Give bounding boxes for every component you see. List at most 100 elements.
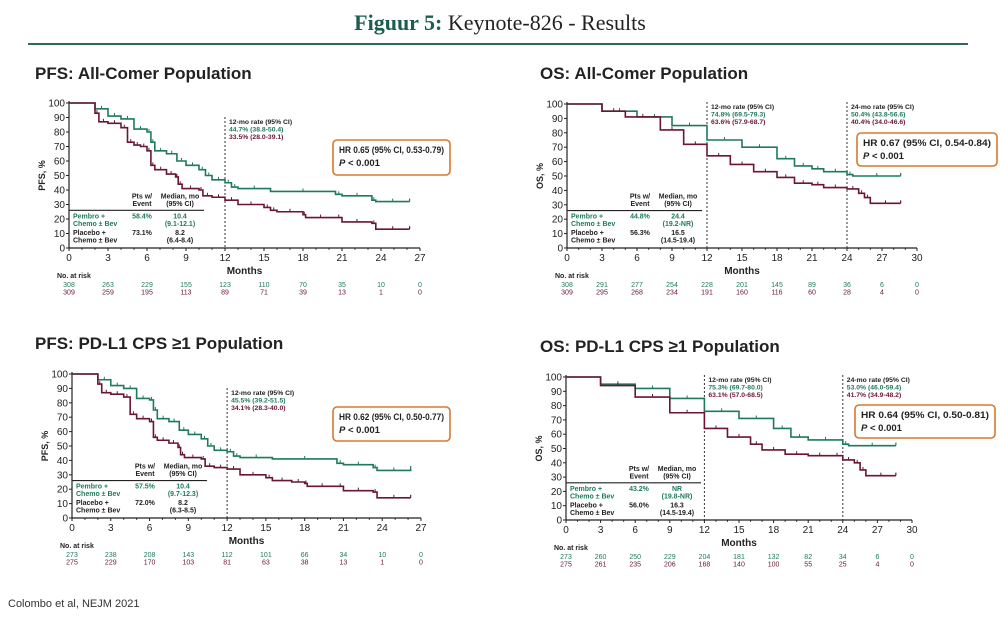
table-arm-label: Pembro + [571,214,603,221]
p-value-label: P [863,151,870,162]
x-tick-label: 24 [375,253,387,264]
risk-table-value-placebo: 295 [596,290,608,297]
risk-table-value-pembro: 0 [910,554,914,561]
y-tick-label: 60 [551,430,563,441]
risk-table-value-placebo: 13 [338,290,346,297]
table-pct-event: 58.4% [132,213,153,220]
table-arm-label: Pembro + [76,484,108,491]
x-tick-label: 21 [803,525,815,536]
table-arm-label: Chemo ± Bev [571,238,615,245]
x-axis-label: Months [721,538,757,549]
y-tick-label: 0 [59,244,65,255]
y-tick-label: 10 [551,501,563,512]
figure-title: Figuur 5: Keynote-826 - Results [0,10,1000,36]
x-tick-label: 21 [806,253,818,264]
risk-table-value-placebo: 89 [221,290,229,297]
risk-table-value-pembro: 277 [631,282,643,289]
risk-table-value-placebo: 28 [843,290,851,297]
risk-table-value-pembro: 110 [258,282,269,289]
figure-number: Figuur 5: [354,10,443,35]
risk-table-value-placebo: 0 [418,290,422,297]
table-header-median: Median, mo [659,194,698,201]
y-tick-label: 20 [551,487,563,498]
y-axis-label: PFS, % [37,160,47,191]
y-tick-label: 70 [551,415,563,426]
y-tick-label: 50 [552,172,564,183]
x-tick-label: 27 [415,523,427,534]
x-tick-label: 9 [667,525,673,536]
risk-table-value-placebo: 261 [595,562,607,569]
x-tick-label: 15 [258,253,270,264]
risk-table-value-placebo: 25 [839,562,847,569]
y-tick-label: 80 [551,401,563,412]
table-header-pts-event: Event [629,473,649,480]
x-tick-label: 0 [66,253,72,264]
y-tick-label: 90 [552,114,564,125]
table-median-ci: (19.8-NR) [662,493,693,500]
x-tick-label: 27 [414,253,426,264]
km-curve-placebo [72,373,411,499]
hazard-ratio-text: HR 0.62 (95% CI, 0.50-0.77) [339,412,444,423]
y-tick-label: 30 [54,200,66,211]
x-tick-label: 24 [837,525,849,536]
y-tick-label: 80 [54,128,66,139]
km-curve-placebo [567,103,901,205]
x-tick-label: 12 [219,253,231,264]
risk-table-value-pembro: 132 [768,554,780,561]
table-arm-label: Chemo ± Bev [570,510,614,517]
risk-table-value-placebo: 0 [419,560,423,567]
risk-table-value-pembro: 0 [418,282,422,289]
x-tick-label: 24 [841,253,853,264]
table-header-median: Median, mo [164,464,203,471]
risk-table-value-placebo: 140 [733,562,745,569]
x-tick-label: 9 [183,253,189,264]
risk-table-value-placebo: 206 [664,562,676,569]
x-tick-label: 0 [564,253,570,264]
risk-table-value-pembro: 201 [736,282,748,289]
x-axis-label: Months [724,266,760,277]
y-tick-label: 100 [546,100,563,111]
hazard-ratio-text: HR 0.67 (95% CI, 0.54-0.84) [863,138,991,149]
hazard-ratio-box [332,139,451,176]
p-value-text: P < 0.001 [339,425,381,436]
chart-title: PFS: PD-L1 CPS ≥1 Population [35,334,283,353]
landmark-rate-header: 24-mo rate (95% CI) [847,377,910,384]
landmark-rate-header: 12-mo rate (95% CI) [711,104,774,111]
risk-table-value-pembro: 308 [561,282,573,289]
x-tick-label: 0 [563,525,569,536]
table-pct-event: 73.1% [132,230,153,237]
y-tick-label: 40 [551,458,563,469]
hazard-ratio-box [332,406,451,442]
x-axis-label: Months [229,536,265,547]
table-median: 10.4 [173,213,187,220]
table-median-ci: (9.1-12.1) [165,221,195,228]
x-tick-label: 3 [105,253,111,264]
table-arm-label: Chemo ± Bev [571,221,615,228]
y-tick-label: 60 [54,157,66,168]
risk-table-value-pembro: 273 [560,554,572,561]
risk-table-value-placebo: 275 [560,562,572,569]
x-tick-label: 12 [699,525,711,536]
table-median: NR [672,486,682,493]
x-tick-label: 30 [906,525,918,536]
risk-table-value-pembro: 6 [880,282,884,289]
chart-title: OS: All-Comer Population [540,64,748,83]
table-header-pts-event: Event [132,201,152,208]
table-header-pts-event: Event [135,471,155,478]
risk-table-value-pembro: 238 [105,552,117,559]
landmark-rate-placebo: 41.7% (34.9-48.2) [847,392,901,399]
table-header-median: (95% CI) [663,473,691,480]
citation: Colombo et al, NEJM 2021 [8,598,140,610]
x-tick-label: 21 [336,253,348,264]
landmark-rate-header: 12-mo rate (95% CI) [229,119,292,126]
risk-table-value-placebo: 309 [561,290,573,297]
x-tick-label: 12 [701,253,713,264]
risk-table-value-placebo: 60 [808,290,816,297]
y-tick-label: 50 [54,171,66,182]
table-header-median: (95% CI) [166,201,194,208]
table-median: 24.4 [671,214,685,221]
risk-table-value-pembro: 273 [66,552,78,559]
y-tick-label: 90 [57,384,69,395]
table-header-median: (95% CI) [169,471,197,478]
risk-table-value-placebo: 38 [301,560,309,567]
